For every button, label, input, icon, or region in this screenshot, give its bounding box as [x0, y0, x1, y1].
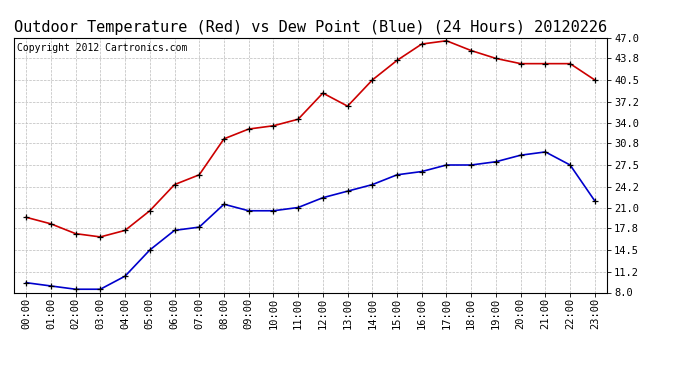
- Text: Copyright 2012 Cartronics.com: Copyright 2012 Cartronics.com: [17, 43, 187, 52]
- Title: Outdoor Temperature (Red) vs Dew Point (Blue) (24 Hours) 20120226: Outdoor Temperature (Red) vs Dew Point (…: [14, 20, 607, 35]
